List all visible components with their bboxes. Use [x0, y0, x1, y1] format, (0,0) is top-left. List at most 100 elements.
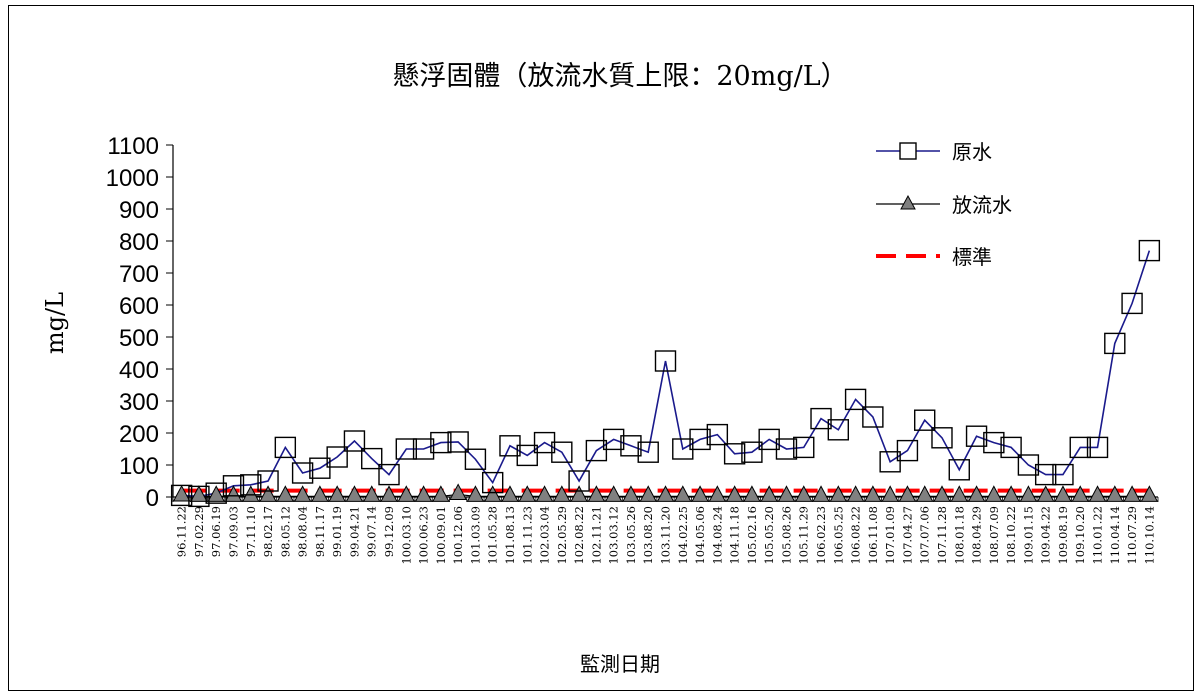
effluent-point	[1036, 485, 1055, 502]
raw-water-point	[775, 438, 798, 460]
x-tick-label: 106.08.22	[849, 506, 863, 565]
raw-water-point	[412, 438, 435, 460]
effluent-point	[812, 485, 830, 502]
effluent-point	[362, 485, 381, 502]
x-tick-label: 99.07.14	[365, 506, 379, 557]
raw-water-point	[637, 441, 659, 463]
effluent-point	[1123, 485, 1141, 502]
effluent-point	[1071, 485, 1090, 502]
effluent-point	[915, 485, 934, 502]
x-tick-label: 97.11.10	[244, 506, 258, 557]
y-tick-label: 400	[119, 357, 159, 384]
x-tick-label: 110.04.14	[1108, 506, 1122, 565]
effluent-point	[259, 485, 277, 502]
raw-water-point	[516, 444, 538, 467]
x-tick-label: 109.10.20	[1073, 506, 1087, 565]
effluent-point	[743, 485, 761, 502]
y-tick-label: 600	[119, 293, 159, 320]
x-tick-label: 102.03.04	[538, 506, 552, 565]
y-tick-label: 700	[119, 261, 159, 288]
x-tick-label: 98.02.17	[261, 506, 275, 557]
raw-water-point	[1121, 292, 1143, 315]
raw-water-point	[291, 462, 314, 484]
x-tick-label: 105.05.20	[762, 506, 776, 565]
y-tick-label: 100	[119, 453, 159, 480]
effluent-point	[1105, 485, 1124, 502]
x-tick-label: 99.01.19	[330, 506, 344, 557]
x-tick-label: 101.11.23	[520, 506, 534, 565]
x-ticks: 96.11.22 97.02.29 97.06.19 97.09.03 97.11.10…	[172, 497, 1159, 565]
raw-water-point	[948, 459, 970, 481]
x-tick-label: 109.01.15	[1021, 506, 1035, 565]
effluent-point	[760, 485, 779, 502]
raw-water-point	[343, 430, 366, 452]
raw-water-point	[844, 388, 867, 411]
x-tick-label: 103.05.26	[624, 506, 638, 565]
x-tick-label: 100.06.23	[417, 506, 431, 565]
x-tick-label: 103.03.12	[607, 506, 621, 565]
y-tick-label: 800	[119, 229, 159, 256]
x-tick-label: 110.07.29	[1125, 506, 1139, 565]
effluent-point	[432, 485, 450, 502]
raw-water-point	[1052, 463, 1074, 486]
effluent-point	[518, 485, 537, 502]
raw-water-point	[654, 350, 677, 372]
legend-standard-label: 標準	[952, 245, 992, 269]
effluent-point	[622, 485, 640, 502]
x-tick-label: 101.05.28	[486, 506, 500, 565]
x-tick-label: 107.01.09	[883, 506, 897, 565]
x-tick-label: 96.11.22	[175, 506, 189, 557]
raw-water-point	[1000, 436, 1022, 459]
y-tick-label: 200	[119, 421, 159, 448]
effluent-point	[207, 485, 226, 502]
x-tick-label: 109.04.22	[1039, 506, 1053, 565]
raw-water-point	[551, 441, 573, 463]
raw-water-point	[481, 471, 504, 494]
raw-water-point	[447, 431, 469, 453]
effluent-point	[345, 485, 364, 502]
effluent-point	[224, 485, 243, 502]
chart-frame	[8, 5, 1194, 691]
raw-water-point	[723, 443, 746, 465]
raw-water-point	[741, 441, 763, 463]
chart-title: 懸浮固體（放流水質上限：20mg/L）	[392, 61, 847, 92]
raw-water-point	[983, 431, 1005, 454]
effluent-point	[449, 483, 467, 500]
y-tick-label: 1100	[107, 133, 159, 160]
effluent-point	[501, 485, 519, 502]
x-tick-label: 109.08.19	[1056, 506, 1070, 565]
effluent-point	[483, 485, 502, 502]
raw-water-point	[914, 409, 936, 431]
raw-water-point	[620, 435, 642, 457]
raw-water-point	[395, 438, 417, 460]
x-tick-label: 105.02.16	[745, 506, 759, 565]
effluent-point	[1002, 485, 1020, 502]
raw-water-point	[568, 470, 590, 492]
effluent-point	[881, 485, 899, 502]
effluent-point	[397, 485, 416, 502]
effluent-point	[535, 485, 554, 502]
x-tick-label: 106.02.23	[814, 506, 828, 565]
x-axis-label: 監測日期	[580, 652, 660, 676]
x-tick-label: 106.05.25	[831, 506, 845, 565]
effluent-point	[276, 485, 295, 502]
legend-effluent-marker	[900, 194, 916, 210]
x-tick-label: 104.02.25	[676, 506, 690, 565]
raw-water-point	[361, 447, 383, 470]
x-tick-label: 107.11.28	[935, 506, 949, 565]
x-tick-label: 98.11.17	[313, 506, 327, 557]
effluent-point	[1054, 485, 1072, 502]
effluent-point	[656, 485, 675, 502]
effluent-point	[898, 485, 917, 502]
y-ticks: 0 100 200 300 400 500 600 700 800 900 1000 1100	[106, 133, 173, 512]
effluent-point	[587, 485, 606, 502]
legend-effluent-label: 放流水	[952, 193, 1012, 217]
effluent-point	[311, 485, 329, 502]
x-tick-label: 97.06.19	[209, 506, 223, 557]
raw-water-point	[170, 484, 193, 507]
x-tick-label: 99.12.09	[382, 506, 396, 557]
effluent-point	[1140, 485, 1159, 502]
effluent-point	[466, 485, 485, 502]
